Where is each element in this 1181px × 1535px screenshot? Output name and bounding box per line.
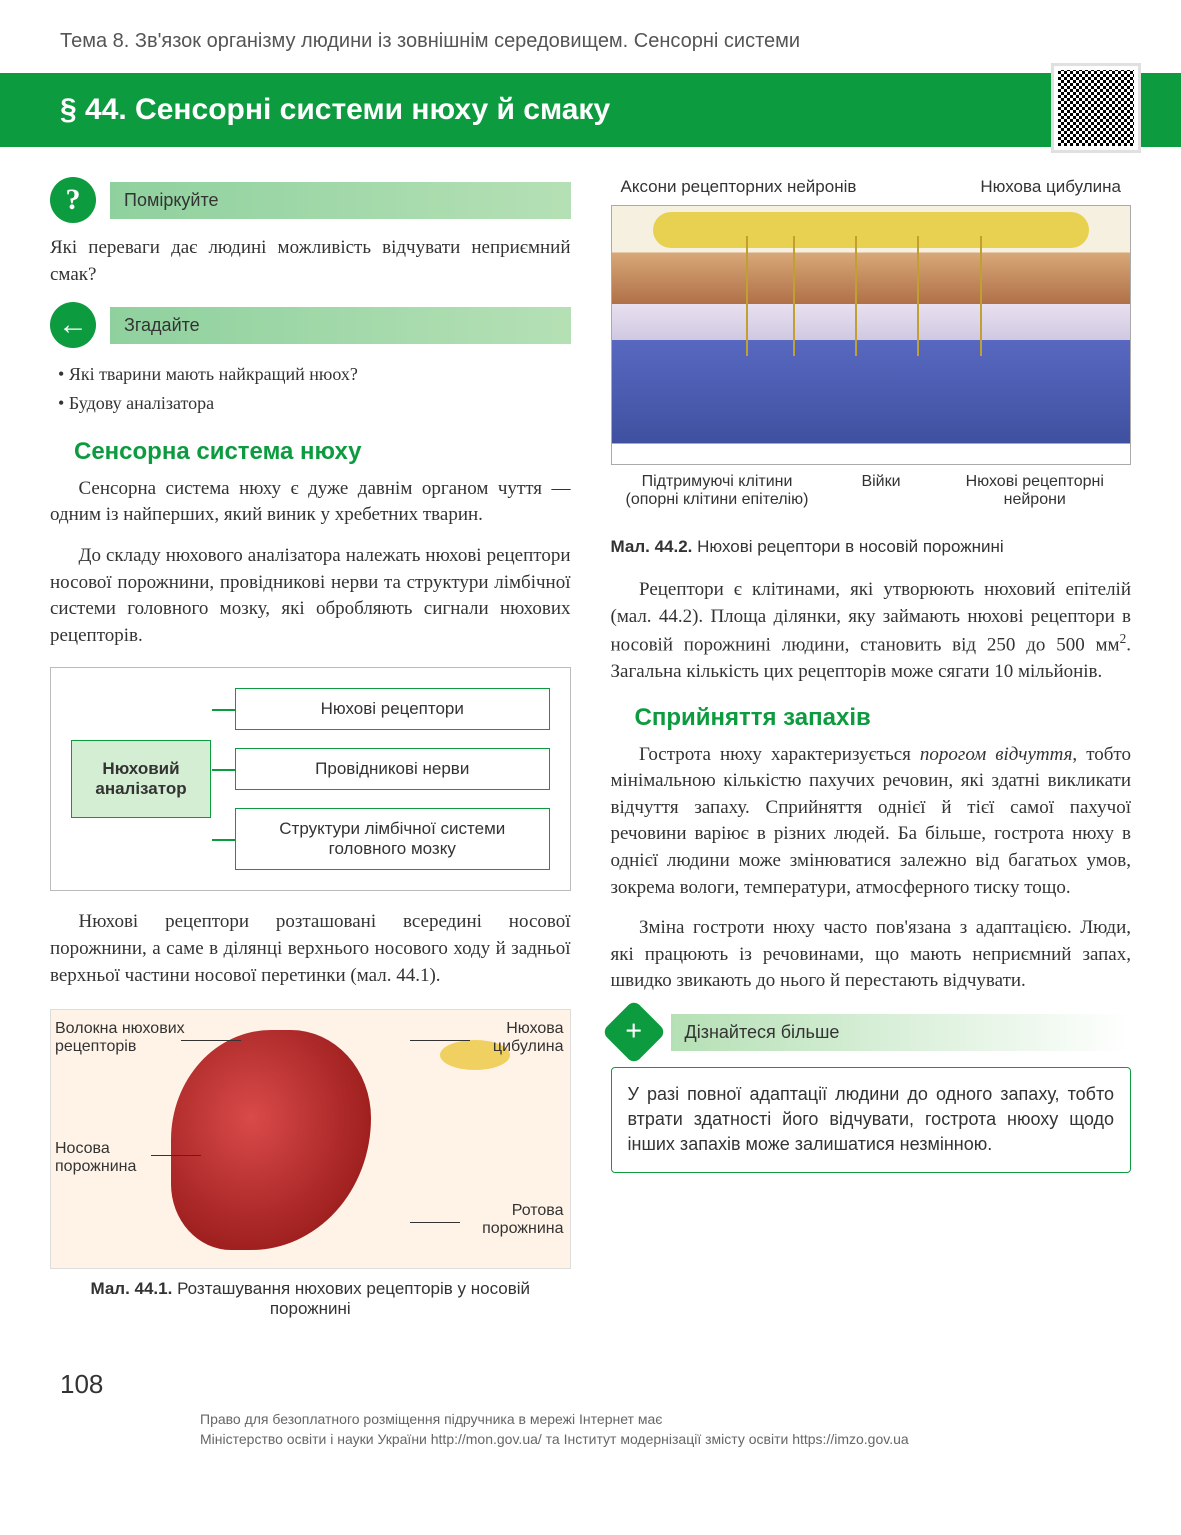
think-callout: ? Поміркуйте	[50, 177, 571, 223]
diagram-children: Нюхові рецептори Провідникові нерви Стру…	[235, 688, 550, 870]
diagram-item: Нюхові рецептори	[235, 688, 550, 730]
fig-label-bulb: Нюхова цибулина	[464, 1020, 564, 1056]
paragraph: До складу нюхового аналізатора належать …	[50, 543, 571, 649]
fig-label-support: Підтримуючі клітини (опорні клітини епіт…	[615, 473, 820, 509]
list-item: Будову аналізатора	[58, 389, 571, 418]
left-column: ? Поміркуйте Які переваги дає людині мож…	[50, 177, 571, 1339]
paragraph: Гострота нюху характеризується порогом в…	[611, 742, 1132, 902]
fig-label-axons: Аксони рецепторних нейронів	[621, 177, 857, 197]
fig-label-oral: Ротова порожнина	[454, 1202, 564, 1238]
learn-more-label: Дізнайтеся більше	[671, 1014, 1132, 1051]
learn-more-box: У разі повної адаптації людини до одного…	[611, 1067, 1132, 1173]
fig-label-neurons: Нюхові рецепторні нейрони	[943, 473, 1128, 509]
recall-list: Які тварини мають найкращий нюох? Будову…	[58, 360, 571, 418]
fig-label-fibers: Волокна нюхових рецепторів	[55, 1020, 185, 1056]
section-banner: § 44. Сенсорні системи нюху й смаку	[0, 73, 1181, 147]
analyzer-diagram: Нюховий аналізатор Нюхові рецептори Пров…	[50, 667, 571, 891]
question-icon: ?	[50, 177, 96, 223]
page-topic-header: Тема 8. Зв'язок організму людини із зовн…	[0, 0, 1181, 73]
plus-icon: +	[601, 1000, 666, 1065]
page-number: 108	[0, 1359, 1181, 1410]
fig-label-nasal: Носова порожнина	[55, 1140, 155, 1176]
figure-caption: Мал. 44.1. Розташування нюхових рецептор…	[50, 1279, 571, 1319]
list-item: Які тварини мають найкращий нюох?	[58, 360, 571, 389]
fig-top-labels: Аксони рецепторних нейронів Нюхова цибул…	[611, 177, 1132, 205]
figure-44-1: Волокна нюхових рецепторів Нюхова цибули…	[50, 1009, 571, 1319]
figure-44-2: Аксони рецепторних нейронів Нюхова цибул…	[611, 177, 1132, 517]
content-columns: ? Поміркуйте Які переваги дає людині мож…	[0, 147, 1181, 1359]
diagram-item: Структури лімбічної системи головного мо…	[235, 808, 550, 870]
figure-caption: Мал. 44.2. Нюхові рецептори в носовій по…	[611, 537, 1132, 557]
footer-note: Право для безоплатного розміщення підруч…	[0, 1410, 1181, 1479]
paragraph: Рецептори є клітинами, які утворюють нюх…	[611, 577, 1132, 686]
fig-bottom-labels: Підтримуючі клітини (опорні клітини епіт…	[611, 465, 1132, 509]
think-text: Які переваги дає людині можливість відчу…	[50, 235, 571, 288]
figure-image	[611, 205, 1132, 465]
think-label: Поміркуйте	[110, 182, 571, 219]
heading-perception: Сприйняття запахів	[611, 704, 1132, 732]
paragraph: Нюхові рецептори розташовані всередині н…	[50, 909, 571, 989]
arrow-left-icon: ←	[50, 302, 96, 348]
paragraph: Сенсорна система нюху є дуже давнім орга…	[50, 476, 571, 529]
right-column: Аксони рецепторних нейронів Нюхова цибул…	[611, 177, 1132, 1339]
diagram-item: Провідникові нерви	[235, 748, 550, 790]
recall-callout: ← Згадайте	[50, 302, 571, 348]
fig-label-cilia: Війки	[830, 473, 933, 509]
learn-more-callout: + Дізнайтеся більше	[611, 1009, 1132, 1055]
fig-label-bulb: Нюхова цибулина	[980, 177, 1121, 197]
recall-label: Згадайте	[110, 307, 571, 344]
figure-image: Волокна нюхових рецепторів Нюхова цибули…	[50, 1009, 571, 1269]
paragraph: Зміна гостроти нюху часто пов'язана з ад…	[611, 915, 1132, 995]
qr-code[interactable]	[1051, 63, 1141, 153]
section-title: § 44. Сенсорні системи нюху й смаку	[60, 93, 610, 127]
heading-smell-system: Сенсорна система нюху	[50, 438, 571, 466]
diagram-main-box: Нюховий аналізатор	[71, 740, 211, 818]
